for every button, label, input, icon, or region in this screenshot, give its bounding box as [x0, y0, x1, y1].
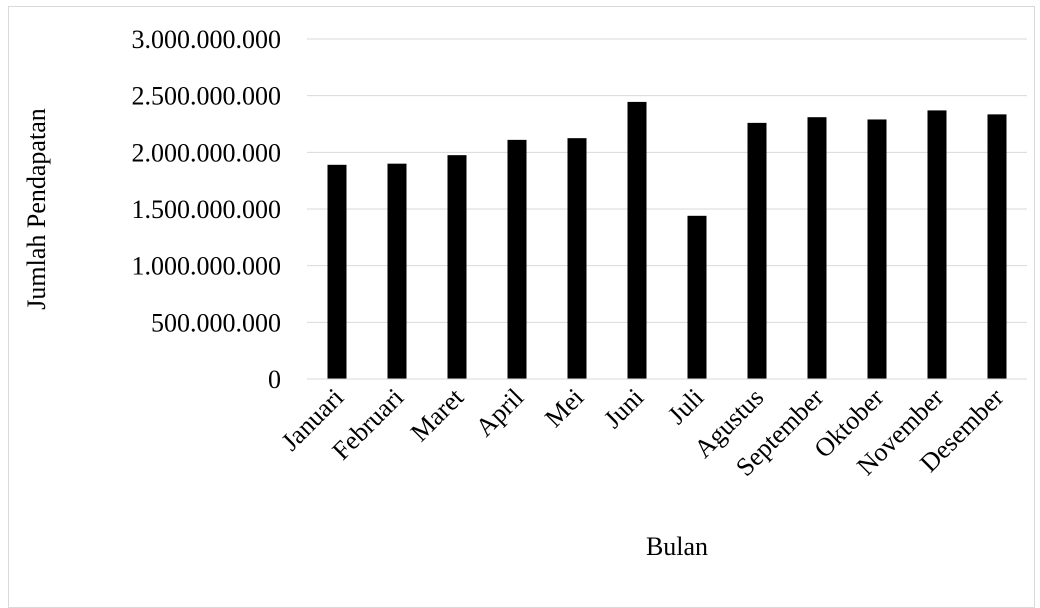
x-tick-label: Juli [662, 383, 709, 430]
y-tick-label: 0 [268, 365, 281, 394]
bar-desember [987, 114, 1007, 379]
y-tick-label: 3.000.000.000 [132, 25, 282, 54]
x-tick-label: Mei [539, 383, 589, 433]
bar-november [927, 110, 947, 380]
bar-juli [687, 215, 707, 379]
y-tick-label: 2.500.000.000 [132, 82, 282, 111]
y-tick-label: 1.000.000.000 [132, 252, 282, 281]
bar-chart: 0 500.000.000 1.000.000.000 1.500.000.000 2.… [22, 25, 1027, 561]
x-tick-label: Juni [598, 383, 649, 434]
bar-april [507, 139, 527, 379]
bars [327, 101, 1007, 380]
bar-agustus [747, 122, 767, 379]
bar-mei [567, 138, 587, 379]
y-tick-labels: 0 500.000.000 1.000.000.000 1.500.000.000 2.… [132, 25, 282, 394]
gridlines [307, 38, 1027, 323]
x-tick-label: April [470, 383, 529, 442]
y-axis-title: Jumlah Pendapatan [22, 108, 51, 309]
bar-oktober [867, 119, 887, 379]
bar-maret [447, 155, 467, 379]
y-tick-label: 2.000.000.000 [132, 138, 282, 167]
y-tick-label: 1.500.000.000 [132, 195, 282, 224]
bar-september [807, 117, 827, 379]
bar-januari [327, 164, 347, 379]
chart-frame: 0 500.000.000 1.000.000.000 1.500.000.000 2.… [8, 6, 1035, 608]
bar-juni [627, 101, 647, 380]
x-axis-title: Bulan [646, 532, 708, 561]
y-tick-label: 500.000.000 [151, 308, 281, 337]
bar-februari [387, 163, 407, 379]
x-tick-label: Maret [405, 382, 470, 447]
